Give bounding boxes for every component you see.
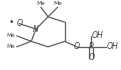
Text: P: P <box>89 42 94 51</box>
Text: N: N <box>33 25 39 34</box>
Text: Me: Me <box>7 33 16 38</box>
Text: O: O <box>88 53 94 62</box>
Text: OH: OH <box>92 31 104 40</box>
Text: Me: Me <box>36 1 45 6</box>
Text: Me: Me <box>53 1 62 6</box>
Text: OH: OH <box>106 42 118 51</box>
Text: O: O <box>74 42 80 51</box>
Text: •: • <box>9 18 14 27</box>
Text: O: O <box>16 19 22 28</box>
Text: Me: Me <box>7 44 16 49</box>
